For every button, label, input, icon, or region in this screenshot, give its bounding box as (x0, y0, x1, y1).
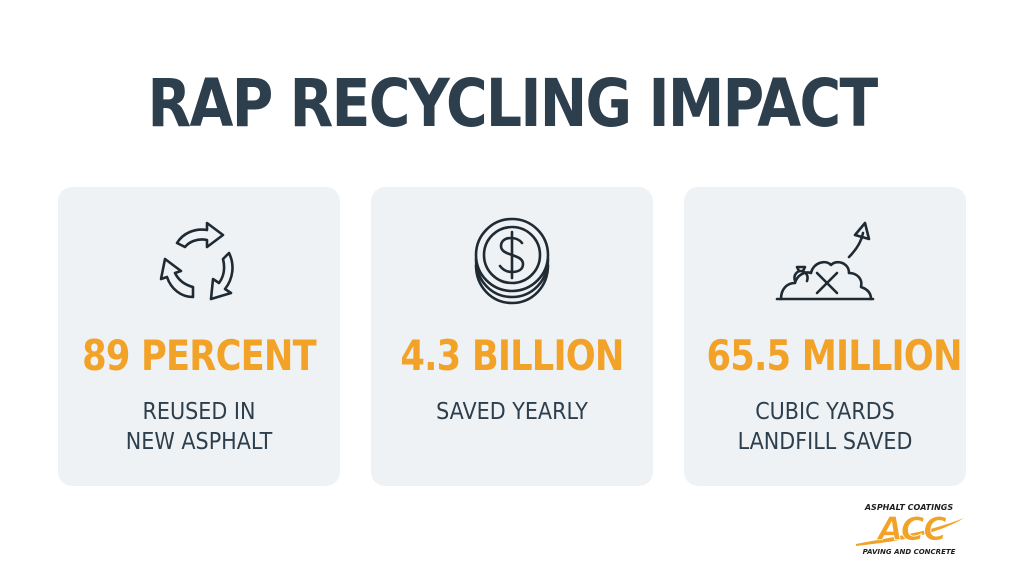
stat-description: CUBIC YARDS LANDFILL SAVED (698, 397, 952, 457)
logo-top-text: ASPHALT COATINGS (864, 503, 954, 512)
company-logo: ASPHALT COATINGS ACC PAVING AND CONCRETE (850, 500, 968, 564)
dollar-coin-icon (462, 213, 562, 313)
stat-value: 4.3 BILLION (400, 331, 624, 380)
stat-description: REUSED IN NEW ASPHALT (72, 397, 326, 457)
recycle-arrows-icon (149, 213, 249, 313)
stat-description-line: CUBIC YARDS (755, 399, 895, 425)
stat-value: 89 PERCENT (82, 331, 317, 380)
stat-value: 65.5 MILLION (706, 331, 963, 380)
logo-bottom-text: PAVING AND CONCRETE (862, 548, 956, 556)
page-title: RAP RECYCLING IMPACT (147, 65, 879, 142)
logo-mark-text: ACC (875, 510, 947, 548)
stat-card-savings: 4.3 BILLION SAVED YEARLY (371, 187, 653, 486)
stat-card-landfill: 65.5 MILLION CUBIC YARDS LANDFILL SAVED (684, 187, 966, 486)
stat-card-recycled: 89 PERCENT REUSED IN NEW ASPHALT (58, 187, 340, 486)
stat-description-line: SAVED YEARLY (436, 399, 588, 425)
stat-description-line: LANDFILL SAVED (737, 429, 913, 455)
stat-description-line: REUSED IN (142, 399, 256, 425)
logo-mark: ACC (856, 510, 964, 548)
landfill-saved-icon (775, 213, 875, 313)
stat-description: SAVED YEARLY (385, 397, 639, 427)
stats-cards: 89 PERCENT REUSED IN NEW ASPHALT 4.3 BIL… (58, 187, 966, 486)
stat-description-line: NEW ASPHALT (125, 429, 273, 455)
